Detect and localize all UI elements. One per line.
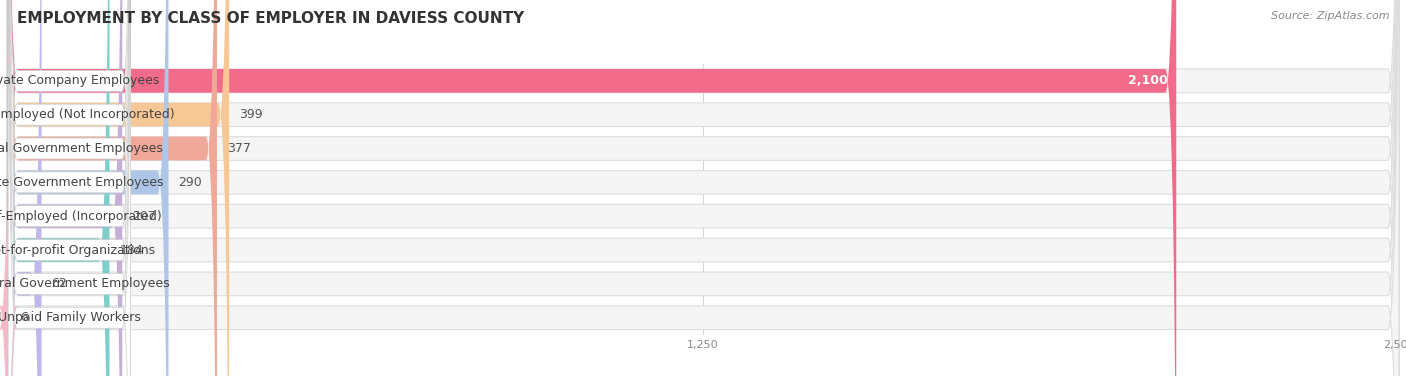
FancyBboxPatch shape — [7, 0, 1399, 376]
FancyBboxPatch shape — [7, 0, 1399, 376]
Text: 2,100: 2,100 — [1128, 74, 1168, 87]
FancyBboxPatch shape — [7, 0, 169, 376]
FancyBboxPatch shape — [8, 0, 131, 376]
Text: State Government Employees: State Government Employees — [0, 176, 163, 189]
FancyBboxPatch shape — [7, 0, 229, 376]
Text: Self-Employed (Incorporated): Self-Employed (Incorporated) — [0, 210, 162, 223]
FancyBboxPatch shape — [7, 0, 1399, 376]
Text: 6: 6 — [21, 311, 28, 324]
FancyBboxPatch shape — [8, 0, 131, 376]
Text: 399: 399 — [239, 108, 263, 121]
FancyBboxPatch shape — [8, 0, 131, 376]
Text: EMPLOYMENT BY CLASS OF EMPLOYER IN DAVIESS COUNTY: EMPLOYMENT BY CLASS OF EMPLOYER IN DAVIE… — [17, 11, 524, 26]
FancyBboxPatch shape — [7, 0, 217, 376]
FancyBboxPatch shape — [8, 0, 131, 376]
FancyBboxPatch shape — [7, 0, 1177, 376]
Text: Self-Employed (Not Incorporated): Self-Employed (Not Incorporated) — [0, 108, 174, 121]
FancyBboxPatch shape — [8, 0, 131, 376]
Text: 62: 62 — [52, 277, 67, 290]
FancyBboxPatch shape — [7, 0, 1399, 376]
FancyBboxPatch shape — [8, 0, 131, 376]
FancyBboxPatch shape — [7, 0, 42, 376]
Text: Federal Government Employees: Federal Government Employees — [0, 277, 170, 290]
FancyBboxPatch shape — [7, 0, 110, 376]
FancyBboxPatch shape — [0, 0, 18, 376]
FancyBboxPatch shape — [8, 0, 131, 376]
Text: Source: ZipAtlas.com: Source: ZipAtlas.com — [1271, 11, 1389, 21]
Text: Unpaid Family Workers: Unpaid Family Workers — [0, 311, 141, 324]
Text: 184: 184 — [120, 244, 143, 256]
Text: Private Company Employees: Private Company Employees — [0, 74, 159, 87]
FancyBboxPatch shape — [7, 0, 1399, 376]
FancyBboxPatch shape — [7, 0, 1399, 376]
Text: 207: 207 — [132, 210, 156, 223]
FancyBboxPatch shape — [8, 0, 131, 376]
Text: Not-for-profit Organizations: Not-for-profit Organizations — [0, 244, 155, 256]
Text: Local Government Employees: Local Government Employees — [0, 142, 163, 155]
FancyBboxPatch shape — [7, 0, 122, 376]
FancyBboxPatch shape — [7, 0, 1399, 376]
FancyBboxPatch shape — [7, 0, 1399, 376]
Text: 290: 290 — [179, 176, 202, 189]
Text: 377: 377 — [226, 142, 250, 155]
